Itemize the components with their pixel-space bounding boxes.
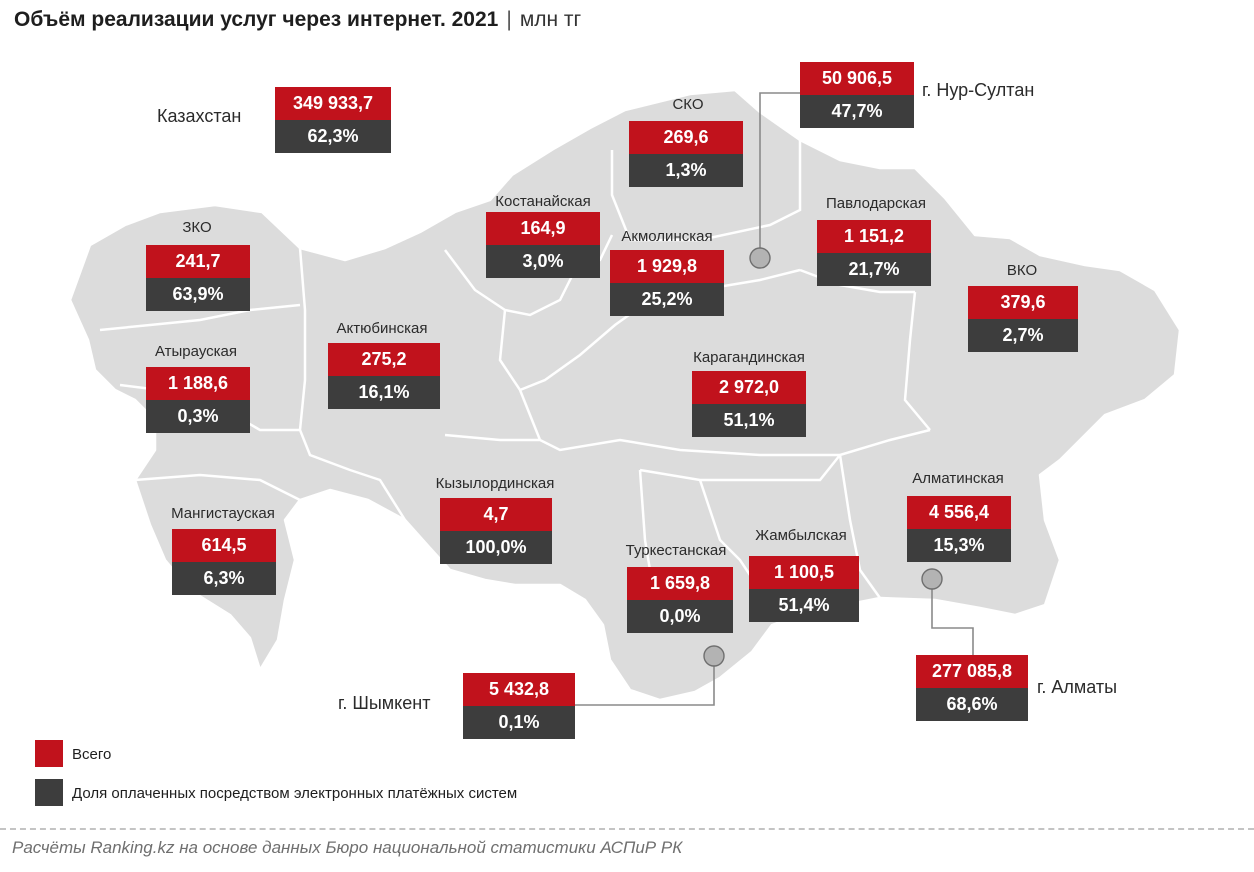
karaganda-label: Карагандинская xyxy=(693,349,805,366)
nursultan-share-value: 47,7% xyxy=(800,95,914,128)
shymkent-share-value: 0,1% xyxy=(463,706,575,739)
vko-total-value: 379,6 xyxy=(968,286,1078,319)
kyzylorda-label: Кызылординская xyxy=(435,475,555,492)
sko-total-value: 269,6 xyxy=(629,121,743,154)
atyrau-total-value: 1 188,6 xyxy=(146,367,250,400)
aktobe-share-value: 16,1% xyxy=(328,376,440,409)
sko-share-value: 1,3% xyxy=(629,154,743,187)
turkestan-label: Туркестанская xyxy=(625,542,727,559)
karaganda-share-value: 51,1% xyxy=(692,404,806,437)
source-note: Расчёты Ranking.kz на основе данных Бюро… xyxy=(12,838,683,857)
nursultan-leader-line xyxy=(759,92,805,258)
kazakhstan-label: Казахстан xyxy=(157,106,242,126)
chart-title: Объём реализации услуг через интернет. 2… xyxy=(14,8,581,32)
almaty-city-label: г. Алматы xyxy=(1037,677,1118,697)
karaganda-data-box: 2 972,0 51,1% xyxy=(692,371,806,437)
mangystau-total-value: 614,5 xyxy=(172,529,276,562)
mangystau-data-box: 614,5 6,3% xyxy=(172,529,276,595)
title-text: Объём реализации услуг через интернет. 2… xyxy=(14,8,499,31)
atyrau-label: Атырауская xyxy=(154,343,238,360)
pavlodar-label: Павлодарская xyxy=(826,195,926,212)
almaty-obl-data-box: 4 556,4 15,3% xyxy=(907,496,1011,562)
zko-data-box: 241,7 63,9% xyxy=(146,245,250,311)
nursultan-marker xyxy=(749,247,771,269)
kazakhstan-total-value: 349 933,7 xyxy=(275,87,391,120)
zko-label: ЗКО xyxy=(182,219,212,236)
legend-share-swatch xyxy=(35,779,63,806)
kostanay-data-box: 164,9 3,0% xyxy=(486,212,600,278)
shymkent-total-value: 5 432,8 xyxy=(463,673,575,706)
vko-data-box: 379,6 2,7% xyxy=(968,286,1078,352)
vko-label: ВКО xyxy=(1006,262,1038,279)
kostanay-label: Костанайская xyxy=(495,193,591,210)
kostanay-share-value: 3,0% xyxy=(486,245,600,278)
kostanay-total-value: 164,9 xyxy=(486,212,600,245)
kyzylorda-total-value: 4,7 xyxy=(440,498,552,531)
akmola-label: Акмолинская xyxy=(621,228,713,245)
shymkent-marker xyxy=(703,645,725,667)
zhambyl-total-value: 1 100,5 xyxy=(749,556,859,589)
atyrau-share-value: 0,3% xyxy=(146,400,250,433)
zhambyl-share-value: 51,4% xyxy=(749,589,859,622)
mangystau-label: Мангистауская xyxy=(171,505,275,522)
shymkent-data-box: 5 432,8 0,1% xyxy=(463,673,575,739)
akmola-share-value: 25,2% xyxy=(610,283,724,316)
turkestan-share-value: 0,0% xyxy=(627,600,733,633)
title-unit: млн тг xyxy=(519,8,582,31)
shymkent-leader-line xyxy=(575,656,715,706)
pavlodar-total-value: 1 151,2 xyxy=(817,220,931,253)
pavlodar-data-box: 1 151,2 21,7% xyxy=(817,220,931,286)
almaty-marker xyxy=(921,568,943,590)
almaty-obl-label: Алматинская xyxy=(912,470,1004,487)
nursultan-total-value: 50 906,5 xyxy=(800,62,914,95)
almaty-obl-share-value: 15,3% xyxy=(907,529,1011,562)
zko-share-value: 63,9% xyxy=(146,278,250,311)
zhambyl-label: Жамбылская xyxy=(755,527,847,544)
kazakhstan-share-value: 62,3% xyxy=(275,120,391,153)
sko-label: СКО xyxy=(672,96,704,113)
almaty-city-total-value: 277 085,8 xyxy=(916,655,1028,688)
sko-data-box: 269,6 1,3% xyxy=(629,121,743,187)
nursultan-label: г. Нур-Султан xyxy=(922,80,1035,100)
karaganda-total-value: 2 972,0 xyxy=(692,371,806,404)
aktobe-label: Актюбинская xyxy=(336,320,428,337)
atyrau-data-box: 1 188,6 0,3% xyxy=(146,367,250,433)
mangystau-share-value: 6,3% xyxy=(172,562,276,595)
zko-total-value: 241,7 xyxy=(146,245,250,278)
kyzylorda-share-value: 100,0% xyxy=(440,531,552,564)
nursultan-data-box: 50 906,5 47,7% xyxy=(800,62,914,128)
footer-divider xyxy=(0,828,1254,830)
aktobe-total-value: 275,2 xyxy=(328,343,440,376)
title-separator: | xyxy=(506,8,512,31)
akmola-data-box: 1 929,8 25,2% xyxy=(610,250,724,316)
pavlodar-share-value: 21,7% xyxy=(817,253,931,286)
legend-share-label: Доля оплаченных посредством электронных … xyxy=(72,785,518,802)
almaty-city-share-value: 68,6% xyxy=(916,688,1028,721)
legend-total-label: Всего xyxy=(72,746,112,763)
vko-share-value: 2,7% xyxy=(968,319,1078,352)
shymkent-label: г. Шымкент xyxy=(338,693,431,713)
region-borders xyxy=(99,140,931,599)
almaty-obl-total-value: 4 556,4 xyxy=(907,496,1011,529)
turkestan-data-box: 1 659,8 0,0% xyxy=(627,567,733,633)
aktobe-data-box: 275,2 16,1% xyxy=(328,343,440,409)
kyzylorda-data-box: 4,7 100,0% xyxy=(440,498,552,564)
almaty-leader-line xyxy=(931,579,974,658)
almaty-city-data-box: 277 085,8 68,6% xyxy=(916,655,1028,721)
akmola-total-value: 1 929,8 xyxy=(610,250,724,283)
zhambyl-data-box: 1 100,5 51,4% xyxy=(749,556,859,622)
kazakhstan-data-box: 349 933,7 62,3% xyxy=(275,87,391,153)
turkestan-total-value: 1 659,8 xyxy=(627,567,733,600)
legend-total-swatch xyxy=(35,740,63,767)
